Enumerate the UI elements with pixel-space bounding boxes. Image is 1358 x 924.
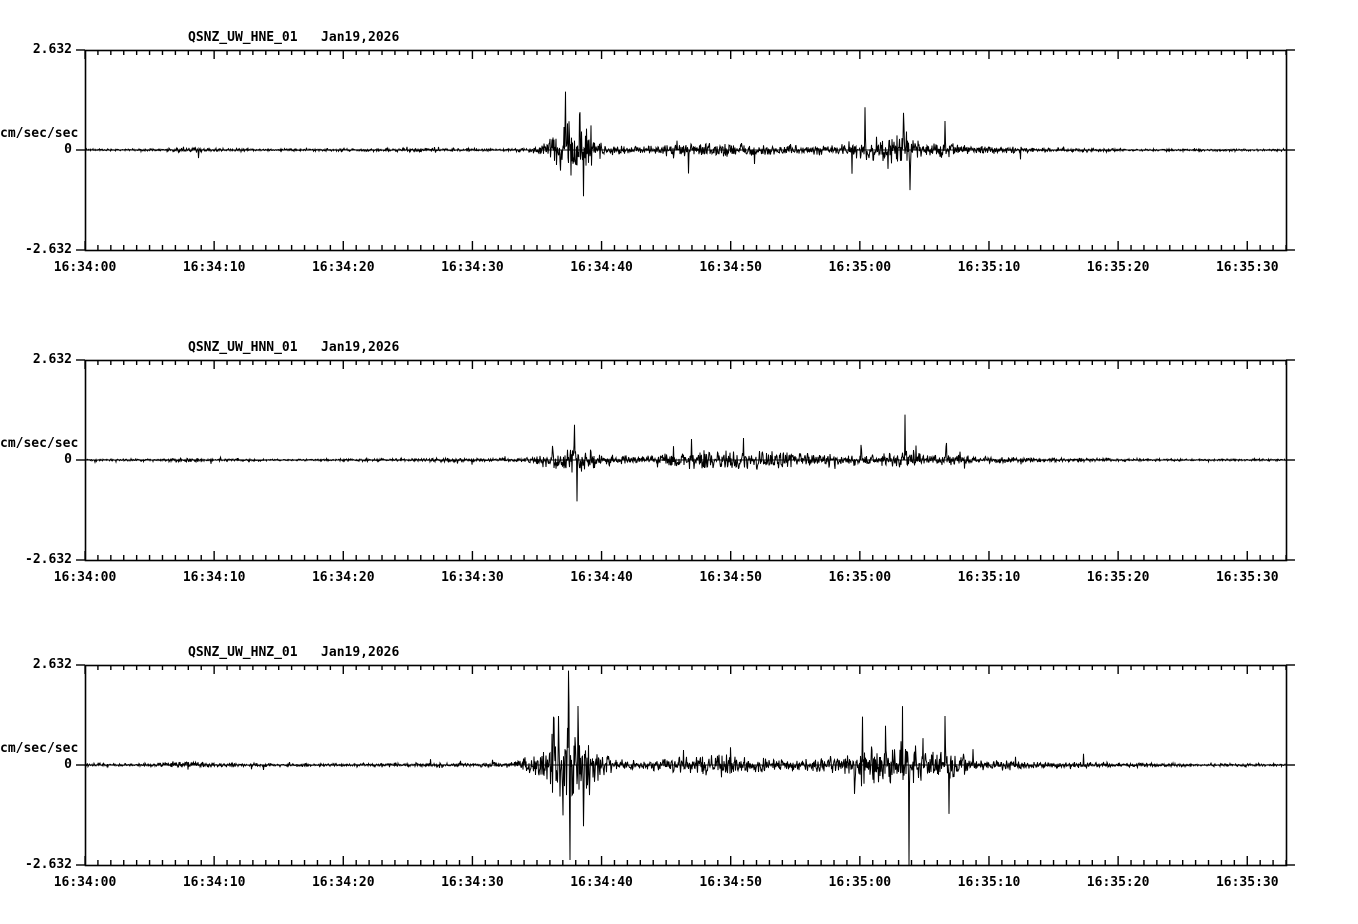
y-tick-label-max: 2.632 xyxy=(32,657,72,672)
x-tick-label: 16:35:30 xyxy=(1215,570,1279,585)
x-tick-label: 16:34:10 xyxy=(182,260,246,275)
y-tick-label-min: -2.632 xyxy=(25,242,72,257)
y-axis-units-label: cm/sec/sec xyxy=(0,126,79,141)
y-axis-units-label: cm/sec/sec xyxy=(0,741,79,756)
y-axis-units-label: cm/sec/sec xyxy=(0,436,79,451)
x-tick-label: 16:34:40 xyxy=(570,875,633,890)
waveform-trace-hne xyxy=(84,91,1287,197)
y-tick-label-zero: 0 xyxy=(64,142,72,157)
x-tick-label: 16:34:00 xyxy=(53,875,117,890)
x-tick-label: 16:34:00 xyxy=(53,570,117,585)
x-tick-label: 16:35:10 xyxy=(957,875,1021,890)
x-axis-ticks xyxy=(84,665,1287,865)
x-tick-label: 16:34:50 xyxy=(699,875,762,890)
y-axis-ticks xyxy=(76,664,1295,866)
y-tick-label-max: 2.632 xyxy=(32,42,72,57)
x-tick-label: 16:35:10 xyxy=(957,570,1021,585)
x-tick-label: 16:35:00 xyxy=(828,875,892,890)
x-tick-label: 16:34:50 xyxy=(699,260,762,275)
x-tick-label: 16:35:20 xyxy=(1086,875,1150,890)
x-tick-label: 16:35:20 xyxy=(1086,260,1150,275)
x-tick-label: 16:34:40 xyxy=(570,260,633,275)
x-tick-label: 16:34:10 xyxy=(182,875,246,890)
plot-frame xyxy=(84,49,1288,252)
waveform-trace-hnz xyxy=(84,670,1287,866)
x-tick-label: 16:34:30 xyxy=(441,260,504,275)
x-tick-label: 16:35:00 xyxy=(828,260,892,275)
y-axis-ticks xyxy=(76,49,1295,251)
x-tick-label: 16:35:00 xyxy=(828,570,892,585)
panel-title-hnz: QSNZ_UW_HNZ_01 Jan19,2026 xyxy=(188,645,400,660)
y-tick-label-min: -2.632 xyxy=(25,552,72,567)
x-tick-label: 16:34:30 xyxy=(441,570,504,585)
x-tick-label: 16:34:20 xyxy=(311,260,375,275)
plot-frame xyxy=(84,359,1288,562)
y-tick-label-zero: 0 xyxy=(64,452,72,467)
x-tick-label: 16:34:30 xyxy=(441,875,504,890)
x-axis-ticks xyxy=(84,360,1287,560)
x-tick-label: 16:35:30 xyxy=(1215,875,1279,890)
x-tick-label: 16:34:20 xyxy=(311,875,375,890)
y-axis-ticks xyxy=(76,359,1295,561)
x-tick-label: 16:34:40 xyxy=(570,570,633,585)
panel-title-hnn: QSNZ_UW_HNN_01 Jan19,2026 xyxy=(188,340,400,355)
x-tick-label: 16:34:50 xyxy=(699,570,762,585)
panel-title-hne: QSNZ_UW_HNE_01 Jan19,2026 xyxy=(188,30,400,45)
x-tick-label: 16:35:20 xyxy=(1086,570,1150,585)
plot-frame xyxy=(84,664,1288,867)
y-tick-label-zero: 0 xyxy=(64,757,72,772)
waveform-trace-hnn xyxy=(84,414,1287,502)
x-axis-ticks xyxy=(84,50,1287,250)
y-tick-label-min: -2.632 xyxy=(25,857,72,872)
x-tick-label: 16:34:00 xyxy=(53,260,117,275)
x-tick-label: 16:34:10 xyxy=(182,570,246,585)
x-tick-label: 16:35:30 xyxy=(1215,260,1279,275)
y-tick-label-max: 2.632 xyxy=(32,352,72,367)
x-tick-label: 16:35:10 xyxy=(957,260,1021,275)
x-tick-label: 16:34:20 xyxy=(311,570,375,585)
